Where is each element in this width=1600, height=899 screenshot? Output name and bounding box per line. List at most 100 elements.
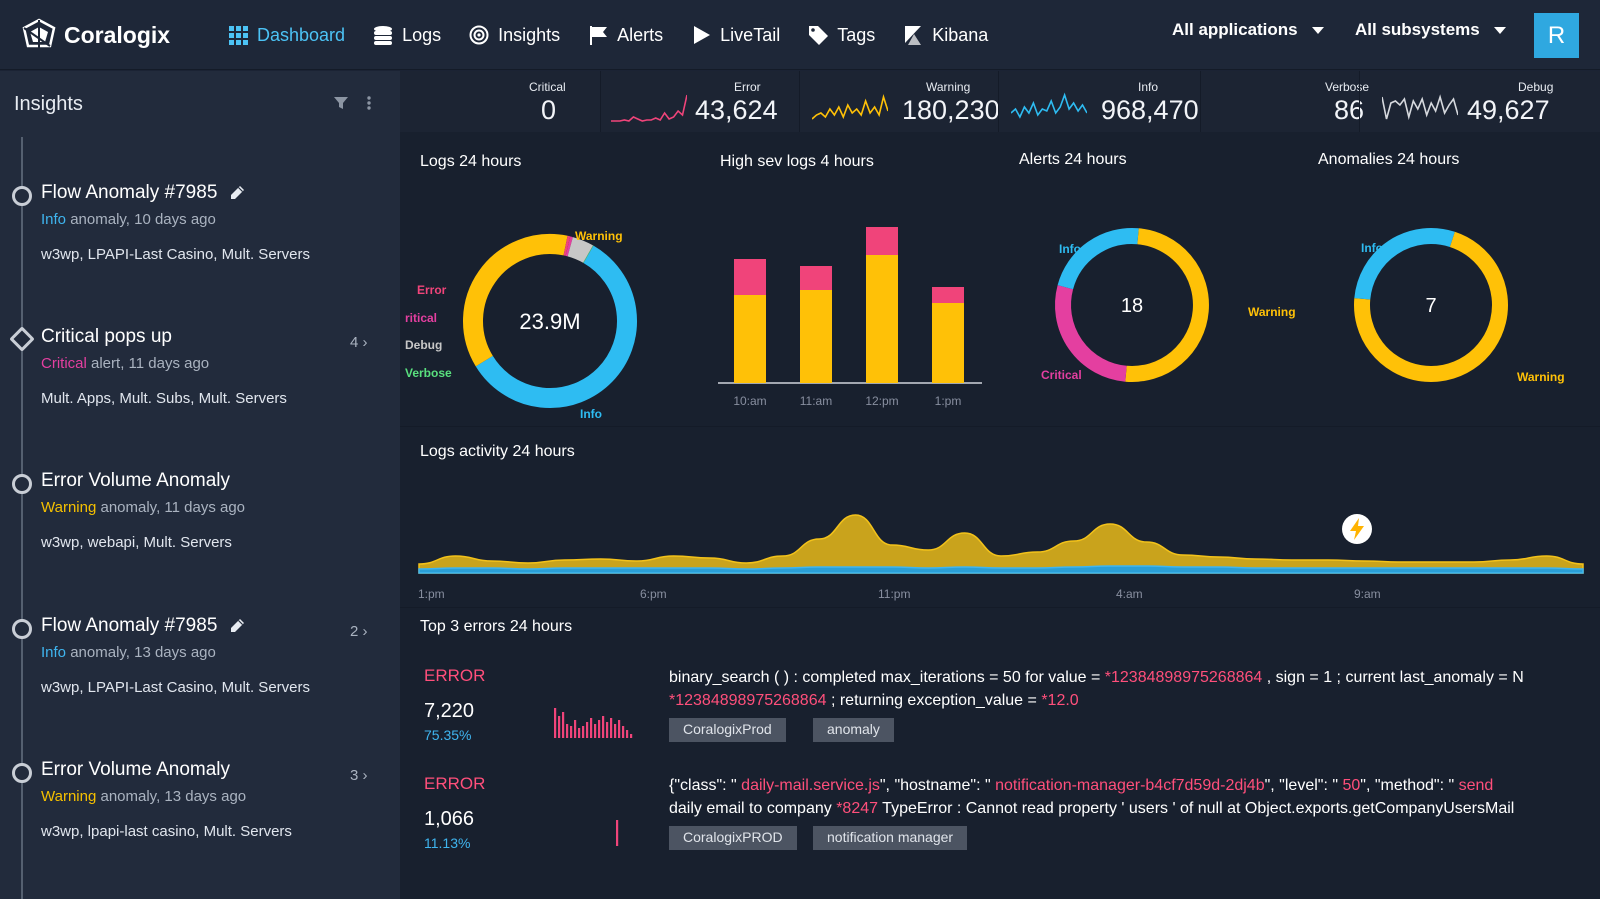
subsystems-dropdown[interactable]: All subsystems [1355, 20, 1506, 40]
insight-item[interactable]: Flow Anomaly #7985 Info anomaly, 10 days … [0, 176, 400, 306]
logs-donut-slice-debug[interactable] [567, 237, 594, 263]
logs-activity-area-chart[interactable] [418, 491, 1584, 591]
logs-donut-slice-info[interactable] [475, 245, 637, 408]
error-tag-chip[interactable]: CoralogixProd [669, 718, 786, 742]
logs-donut-slice-critical[interactable] [565, 236, 573, 257]
stat-warning[interactable]: Warning 180,230 [800, 71, 1000, 132]
anomalies-24h-donut-chart[interactable]: 7 [1349, 223, 1513, 387]
logs-24h-title: Logs 24 hours [420, 153, 522, 170]
error-message-text: , sign = 1 ; current last_anomaly = N [1262, 669, 1524, 686]
error-sparkline [616, 820, 619, 846]
insight-age: anomaly, 13 days ago [96, 788, 247, 805]
pencil-icon[interactable] [229, 618, 245, 634]
error-message-value: *8247 [836, 800, 879, 817]
error-message-line[interactable]: binary_search ( ) : completed max_iterat… [669, 666, 1600, 689]
error-message-text: ", "method": " [1360, 777, 1459, 794]
high-sev-title: High sev logs 4 hours [720, 153, 874, 170]
insight-count[interactable]: 2 › [350, 623, 368, 640]
alerts-donut-slice-critical[interactable] [1055, 285, 1127, 382]
filter-icon[interactable] [333, 95, 349, 111]
warning-sparkline [812, 94, 888, 120]
insight-severity: Info [41, 644, 67, 661]
donut-label-warning: Warning [1248, 305, 1296, 319]
bar-error-2[interactable] [866, 227, 898, 255]
stat-info[interactable]: Info 968,470 [999, 71, 1200, 132]
nav-logs[interactable]: Logs [373, 18, 441, 52]
nav-tags[interactable]: Tags [808, 18, 875, 52]
error-message-line[interactable]: daily email to company *8247 TypeError :… [669, 797, 1600, 820]
alerts-donut-slice-info[interactable] [1057, 228, 1139, 290]
anomalies-donut-center-value: 7 [1425, 295, 1436, 317]
stat-separator [1359, 71, 1360, 132]
stat-critical[interactable]: Critical 0 [400, 71, 600, 132]
nav-label: LiveTail [720, 24, 781, 45]
stat-error[interactable]: Error 43,624 [601, 71, 799, 132]
activity-tick-label: 9:am [1354, 587, 1381, 601]
top-errors-title: Top 3 errors 24 hours [420, 618, 573, 635]
error-count: 7,220 [424, 700, 475, 722]
error-spark-bar [586, 722, 589, 738]
insight-severity: Warning [41, 499, 97, 516]
user-avatar[interactable]: R [1534, 13, 1579, 58]
pencil-icon[interactable] [229, 185, 245, 201]
high-sev-bar-chart[interactable]: 10:am 11:am 12:pm 1:pm [710, 211, 990, 421]
logs-24h-donut-chart[interactable]: 23.9M [460, 231, 640, 411]
main-nav: Dashboard Logs Insights Alerts LiveTail Tags K… [228, 18, 1016, 52]
error-spark-bar [616, 820, 619, 846]
error-tag-chip[interactable]: anomaly [813, 718, 894, 742]
insight-title: Flow Anomaly #7985 [41, 615, 245, 637]
insight-title: Error Volume Anomaly [41, 470, 230, 492]
brand-logo[interactable]: Coralogix [20, 16, 170, 54]
donut-label-verbose: Verbose [405, 366, 452, 380]
nav-livetail[interactable]: LiveTail [691, 18, 780, 52]
error-message-line[interactable]: *12384898975268864 ; returning exception… [669, 689, 1600, 712]
bar-warning-1[interactable] [800, 290, 832, 383]
top-bar: Coralogix Dashboard Logs Insights Alerts Liv… [0, 0, 1600, 70]
error-spark-bar [618, 720, 621, 738]
sidebar-tools [333, 95, 377, 111]
stat-separator [799, 71, 800, 132]
insight-tags: w3wp, lpapi-last casino, Mult. Servers [41, 823, 292, 840]
error-spark-bar [614, 724, 617, 738]
stat-verbose[interactable]: Verbose 86 [1201, 71, 1369, 132]
bar-warning-0[interactable] [734, 295, 766, 383]
stat-debug[interactable]: Debug 49,627 [1360, 71, 1600, 132]
error-tag-chip[interactable]: CoralogixPROD [669, 826, 797, 850]
bar-warning-2[interactable] [866, 255, 898, 383]
insight-count[interactable]: 3 › [350, 767, 368, 784]
bar-warning-3[interactable] [932, 303, 964, 383]
insight-item[interactable]: Error Volume Anomaly Warning anomaly, 13 … [0, 753, 400, 883]
logs-donut-slice-warning[interactable] [463, 234, 568, 367]
nav-dashboard[interactable]: Dashboard [228, 18, 345, 52]
error-message-value: *12384898975268864 [1104, 669, 1263, 686]
insight-count[interactable]: 4 › [350, 334, 368, 351]
error-message-line[interactable]: {"class": " daily-mail.service.js", "hos… [669, 774, 1600, 797]
insight-item[interactable]: Error Volume Anomaly Warning anomaly, 11 … [0, 464, 400, 594]
nav-insights[interactable]: Insights [469, 18, 560, 52]
nav-alerts[interactable]: Alerts [588, 18, 663, 52]
error-percent: 11.13% [424, 835, 471, 851]
bar-error-0[interactable] [734, 259, 766, 295]
error-tag-chip[interactable]: notification manager [813, 826, 968, 850]
alerts-24h-donut-chart[interactable]: 18 [1050, 223, 1214, 387]
insight-title: Flow Anomaly #7985 [41, 182, 245, 204]
logs-donut-slice-error[interactable] [563, 235, 571, 256]
insight-title: Critical pops up [41, 326, 172, 348]
anomalies-donut-slice-info[interactable] [1354, 228, 1455, 300]
anomalies-donut-slice-warning[interactable] [1354, 231, 1508, 382]
bar-error-3[interactable] [932, 287, 964, 303]
lightning-anomaly-icon[interactable] [1341, 513, 1373, 545]
stat-verbose-label: Verbose [1325, 80, 1370, 94]
activity-tick-label: 11:pm [878, 587, 911, 601]
more-vertical-icon[interactable] [361, 95, 377, 111]
insight-subtitle: Critical alert, 11 days ago [41, 355, 209, 372]
nav-label: Alerts [617, 24, 664, 45]
insight-item[interactable]: Flow Anomaly #7985 Info anomaly, 13 days … [0, 609, 400, 739]
bar-error-1[interactable] [800, 266, 832, 290]
applications-dropdown[interactable]: All applications [1172, 20, 1324, 40]
nav-kibana[interactable]: Kibana [903, 18, 988, 52]
insight-severity: Info [41, 211, 67, 228]
alerts-donut-slice-warning[interactable] [1125, 228, 1209, 382]
insight-item[interactable]: Critical pops up Critical alert, 11 days … [0, 320, 400, 450]
error-percent: 75.35% [424, 727, 472, 743]
